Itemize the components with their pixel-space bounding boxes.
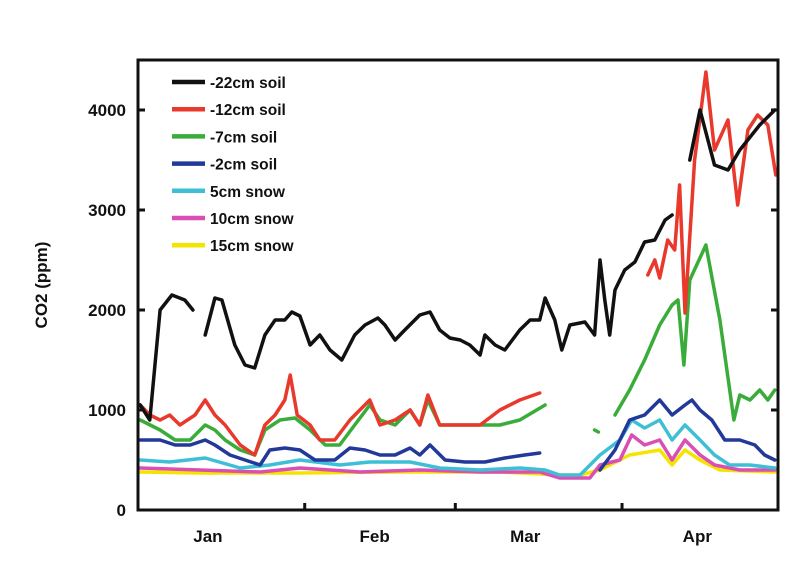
- plot-frame: [136, 58, 780, 512]
- x-tick-label: Feb: [360, 527, 390, 546]
- series-line-10cm-snow: [138, 433, 777, 480]
- legend-label: 15cm snow: [210, 238, 295, 255]
- y-axis-label: CO2 (ppm): [32, 242, 51, 329]
- legend-label: 10cm snow: [210, 211, 295, 228]
- legend-label: -12cm soil: [210, 102, 286, 119]
- series-line-22cm-soil: [138, 108, 777, 422]
- legend: -22cm soil -12cm soil -7cm soil -2cm soil 5c…: [172, 75, 295, 255]
- y-tick-label: 3000: [88, 201, 126, 220]
- legend-label: -22cm soil: [210, 75, 286, 92]
- legend-item: -2cm soil: [172, 157, 277, 174]
- series-line-2cm-soil: [138, 398, 777, 472]
- axis-ticks: 0 1000 2000 3000 4000 Jan Feb Mar Apr: [88, 101, 778, 546]
- legend-label: -2cm soil: [210, 157, 277, 174]
- legend-item: -7cm soil: [172, 129, 277, 146]
- x-tick-label: Mar: [510, 527, 541, 546]
- legend-item: -22cm soil: [172, 75, 286, 92]
- y-tick-label: 0: [117, 501, 126, 520]
- y-tick-label: 1000: [88, 401, 126, 420]
- series-layer: [138, 70, 778, 480]
- y-tick-label: 2000: [88, 301, 126, 320]
- legend-label: -7cm soil: [210, 129, 277, 146]
- y-tick-label: 4000: [88, 101, 126, 120]
- legend-item: 15cm snow: [172, 238, 295, 255]
- series-line-5cm-snow: [138, 418, 777, 477]
- legend-item: -12cm soil: [172, 102, 286, 119]
- legend-item: 5cm snow: [172, 184, 286, 201]
- legend-label: 5cm snow: [210, 184, 286, 201]
- x-tick-label: Apr: [683, 527, 713, 546]
- legend-item: 10cm snow: [172, 211, 295, 228]
- x-tick-label: Jan: [193, 527, 222, 546]
